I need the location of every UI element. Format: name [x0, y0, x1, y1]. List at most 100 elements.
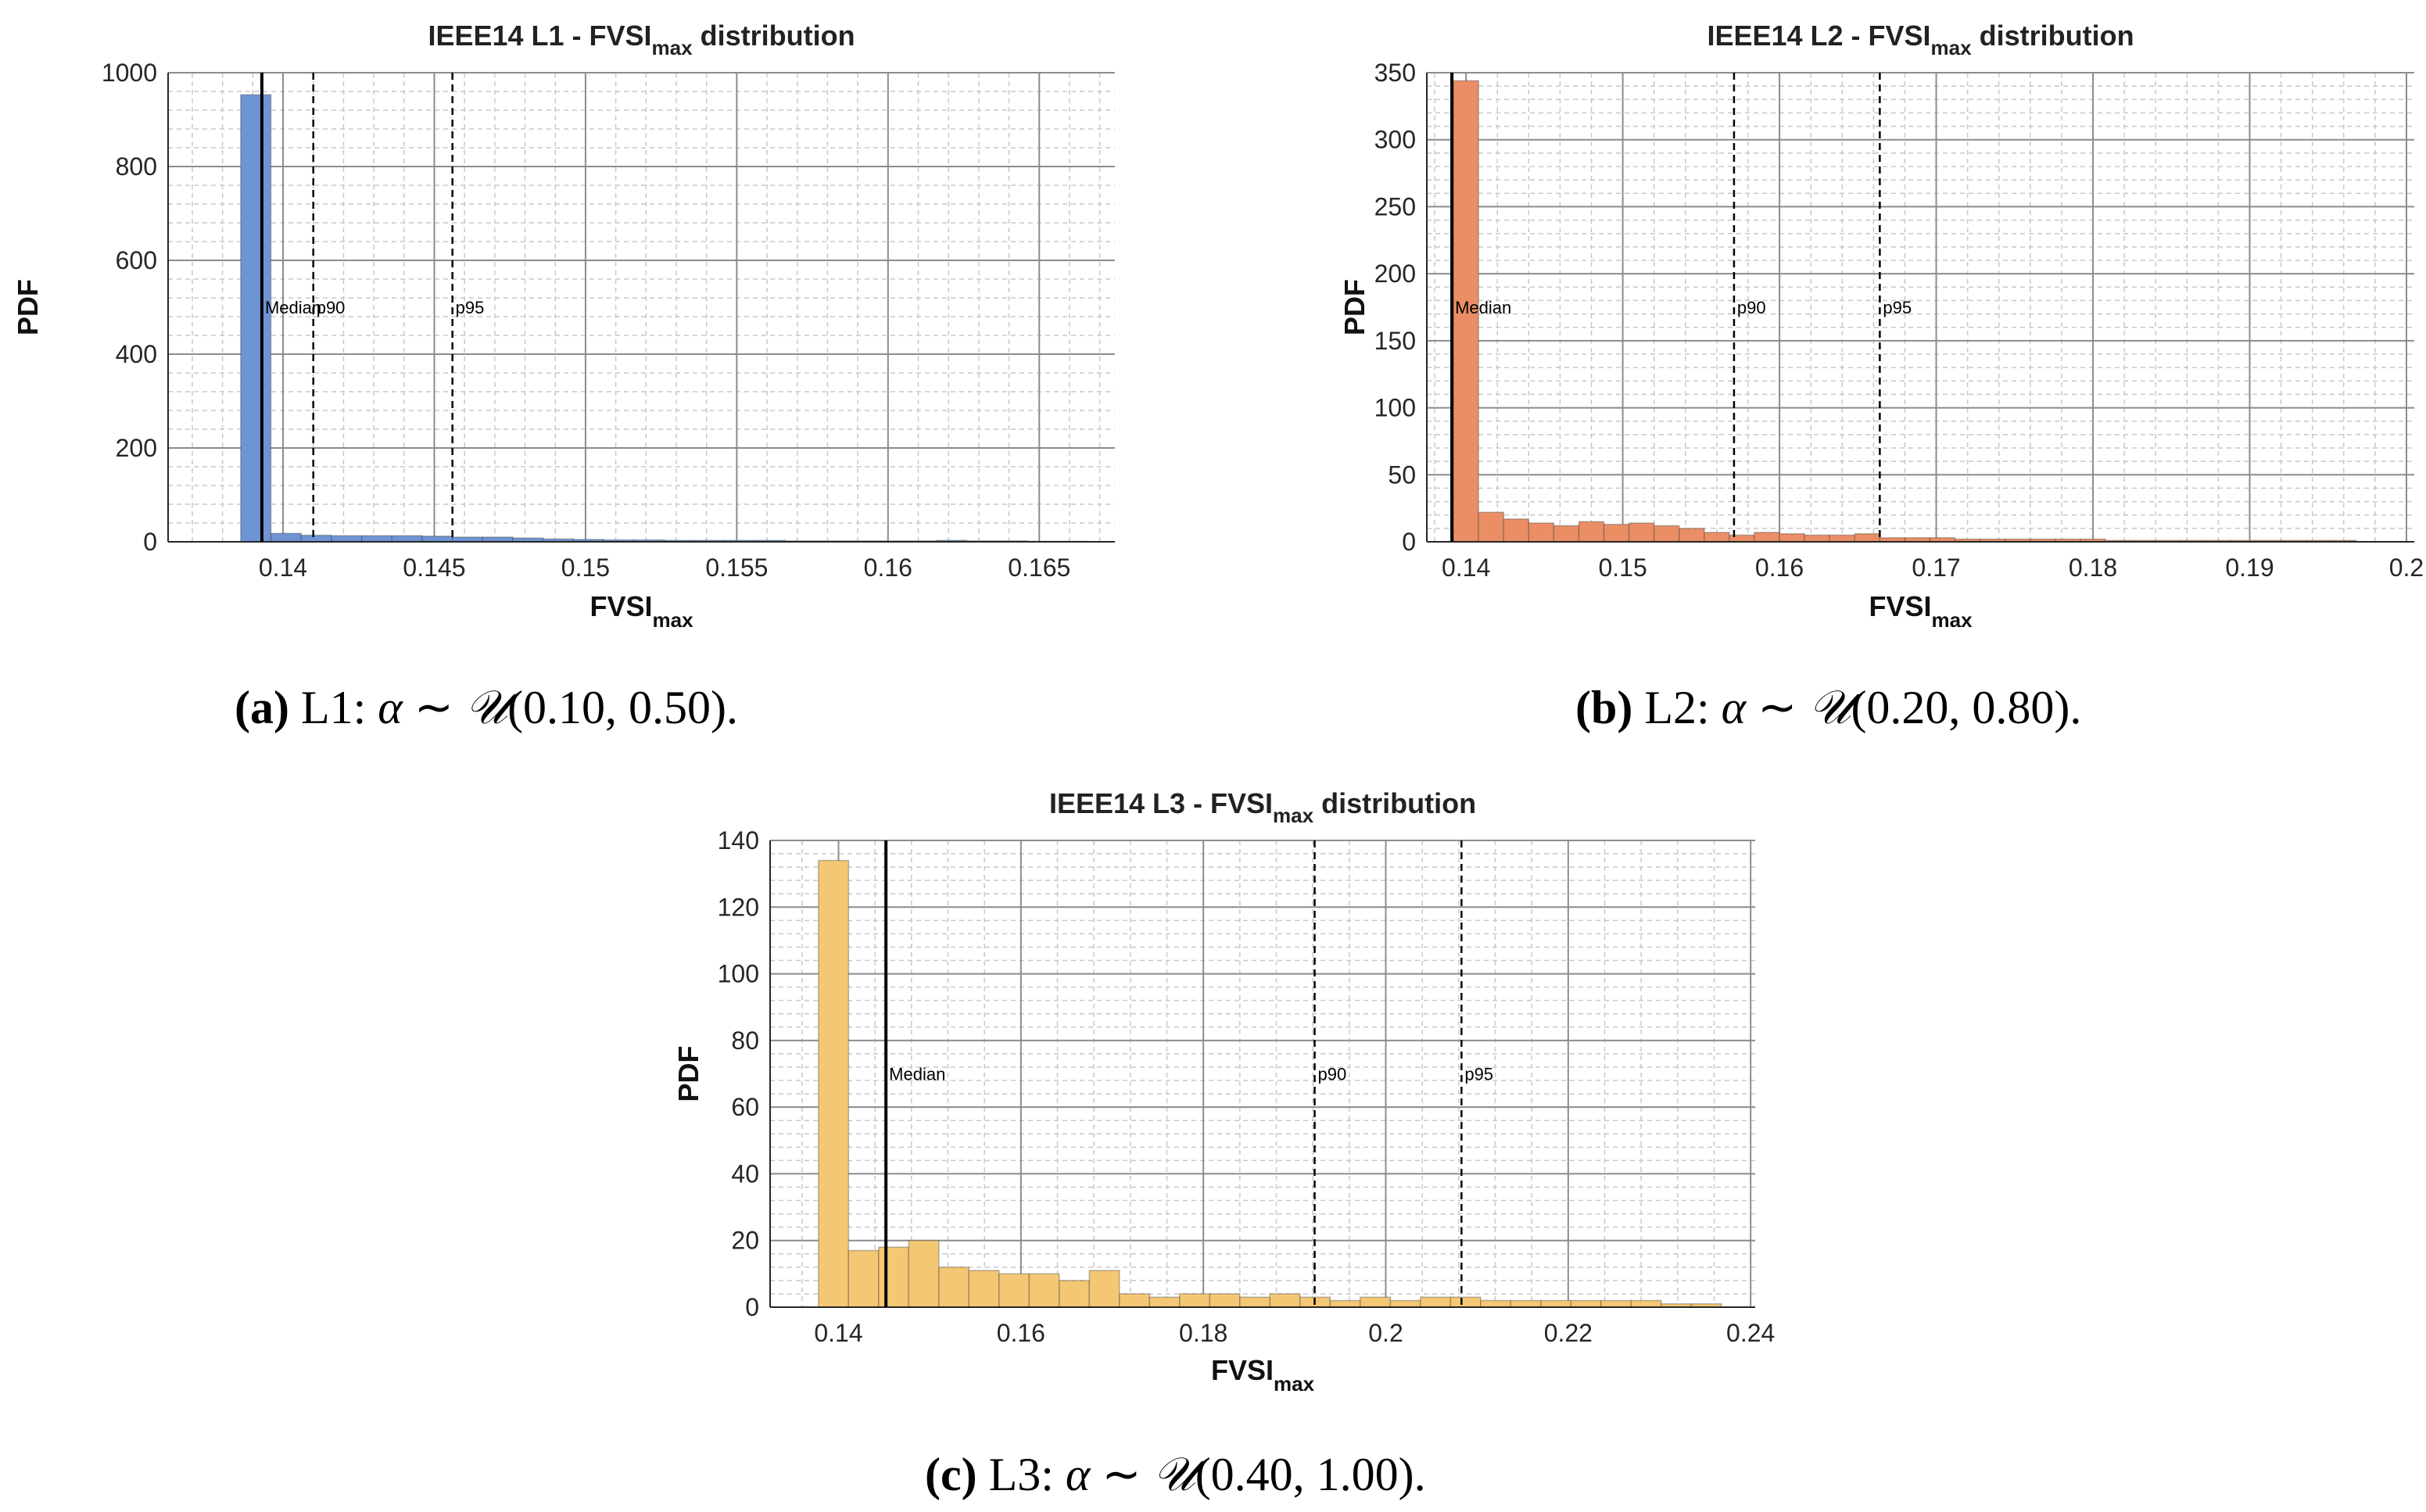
marker-label-p90: p90	[317, 298, 346, 317]
histogram-bar	[818, 859, 850, 1308]
histogram-bar	[421, 536, 453, 543]
histogram-bar	[1269, 1293, 1301, 1308]
y-tick-label: 600	[116, 246, 157, 274]
histogram-bar	[391, 535, 423, 543]
y-tick-label: 120	[718, 893, 759, 921]
y-tick-label: 50	[1388, 460, 1416, 489]
y-tick-label: 1000	[102, 59, 157, 87]
y-tick-label: 40	[731, 1159, 759, 1188]
histogram-bar	[1389, 1299, 1421, 1308]
histogram-bar	[1478, 511, 1504, 543]
y-tick-label: 60	[731, 1093, 759, 1121]
histogram-bar	[1119, 1293, 1151, 1308]
marker-label-p90: p90	[1737, 298, 1766, 317]
x-tick-label: 0.15	[1598, 554, 1647, 582]
y-tick-label: 250	[1374, 192, 1416, 220]
y-axis-label: PDF	[1338, 279, 1371, 335]
histogram-bar	[1630, 1299, 1662, 1308]
x-tick-label: 0.17	[1912, 554, 1960, 582]
y-tick-label: 800	[116, 152, 157, 181]
histogram-bar	[1453, 80, 1479, 543]
y-tick-label: 0	[745, 1293, 759, 1321]
histogram-bar	[1804, 534, 1830, 543]
figure-caption: (a) L1: α ∼ 𝒰(0.10, 0.50).	[235, 682, 738, 733]
marker-label-median: Median	[1455, 298, 1511, 317]
marker-label-median: Median	[265, 298, 321, 317]
y-tick-label: 0	[1402, 528, 1416, 556]
chart-title: IEEE14 L2 - FVSImax distribution	[1707, 20, 2134, 59]
y-axis-label: PDF	[12, 279, 44, 335]
histogram-bar	[1360, 1296, 1392, 1308]
marker-label-p90: p90	[1318, 1065, 1347, 1084]
histogram-bar	[1829, 534, 1856, 543]
histogram-bar	[847, 1249, 880, 1308]
histogram-bar	[1450, 1296, 1482, 1308]
histogram-bar	[1653, 525, 1680, 543]
y-tick-label: 20	[731, 1227, 759, 1255]
histogram-bar	[1059, 1280, 1091, 1308]
x-tick-label: 0.14	[1442, 554, 1490, 582]
x-tick-label: 0.155	[705, 554, 768, 582]
marker-label-median: Median	[889, 1065, 945, 1084]
x-tick-label: 0.19	[2225, 554, 2274, 582]
chart-b: Median p90 p95 0 50 100 150 200 250 300 350 0.14 0.1…	[1338, 20, 2424, 733]
histogram-bar	[878, 1246, 910, 1308]
histogram-bar	[998, 1273, 1030, 1308]
x-tick-label: 0.14	[259, 554, 307, 582]
x-axis-label: FVSImax	[1211, 1354, 1315, 1396]
histogram-bar	[908, 1239, 940, 1308]
histogram-bar	[1754, 532, 1780, 543]
y-tick-label: 200	[1374, 260, 1416, 288]
y-tick-label: 350	[1374, 59, 1416, 87]
histogram-bar	[240, 94, 272, 543]
histogram-bar	[1503, 518, 1530, 543]
marker-label-p95: p95	[456, 298, 485, 317]
x-tick-label: 0.14	[814, 1319, 862, 1347]
y-tick-label: 100	[1374, 394, 1416, 422]
chart-c: Median p90 p95 0 20 40 60 80 100 120 140 0.14 0.16 0.…	[672, 787, 1775, 1500]
histogram-bar	[1704, 532, 1730, 543]
y-tick-label: 140	[718, 826, 759, 855]
histogram-bar	[1148, 1296, 1181, 1308]
histogram-bar	[1510, 1299, 1542, 1308]
histogram-bar	[1570, 1299, 1602, 1308]
y-axis-label: PDF	[672, 1046, 704, 1102]
histogram-bar	[1480, 1299, 1512, 1308]
y-tick-label: 200	[116, 434, 157, 462]
marker-label-p95: p95	[1464, 1065, 1493, 1084]
x-tick-label: 0.22	[1544, 1319, 1593, 1347]
histogram-bar	[360, 535, 393, 543]
chart-title: IEEE14 L1 - FVSImax distribution	[428, 20, 855, 59]
y-tick-label: 0	[143, 528, 157, 556]
x-tick-label: 0.18	[1179, 1319, 1227, 1347]
x-tick-label: 0.145	[403, 554, 465, 582]
figure-caption: (c) L3: α ∼ 𝒰(0.40, 1.00).	[925, 1449, 1426, 1500]
marker-label-p95: p95	[1883, 298, 1912, 317]
histogram-bar	[1528, 522, 1555, 543]
y-tick-label: 150	[1374, 327, 1416, 355]
histogram-bar	[1540, 1299, 1572, 1308]
histogram-bar	[938, 1267, 970, 1308]
histogram-bar	[1209, 1293, 1241, 1308]
histogram-bar	[1779, 532, 1805, 543]
y-tick-label: 400	[116, 340, 157, 368]
chart-title: IEEE14 L3 - FVSImax distribution	[1049, 787, 1476, 827]
x-tick-label: 0.15	[561, 554, 610, 582]
histogram-bar	[1679, 528, 1705, 543]
histogram-bar	[1179, 1293, 1211, 1308]
histogram-bar	[1628, 522, 1655, 543]
x-tick-label: 0.16	[1755, 554, 1804, 582]
x-tick-label: 0.2	[1368, 1319, 1403, 1347]
x-tick-label: 0.165	[1008, 554, 1070, 582]
histogram-bar	[1854, 532, 1881, 543]
histogram-bar	[1028, 1273, 1060, 1308]
histogram-bar	[270, 532, 302, 543]
histogram-bar	[1578, 521, 1605, 543]
x-tick-label: 0.2	[2389, 554, 2424, 582]
histogram-bar	[1420, 1296, 1452, 1308]
x-axis-label: FVSImax	[1869, 590, 1973, 632]
y-tick-label: 300	[1374, 126, 1416, 154]
y-tick-label: 100	[718, 960, 759, 988]
